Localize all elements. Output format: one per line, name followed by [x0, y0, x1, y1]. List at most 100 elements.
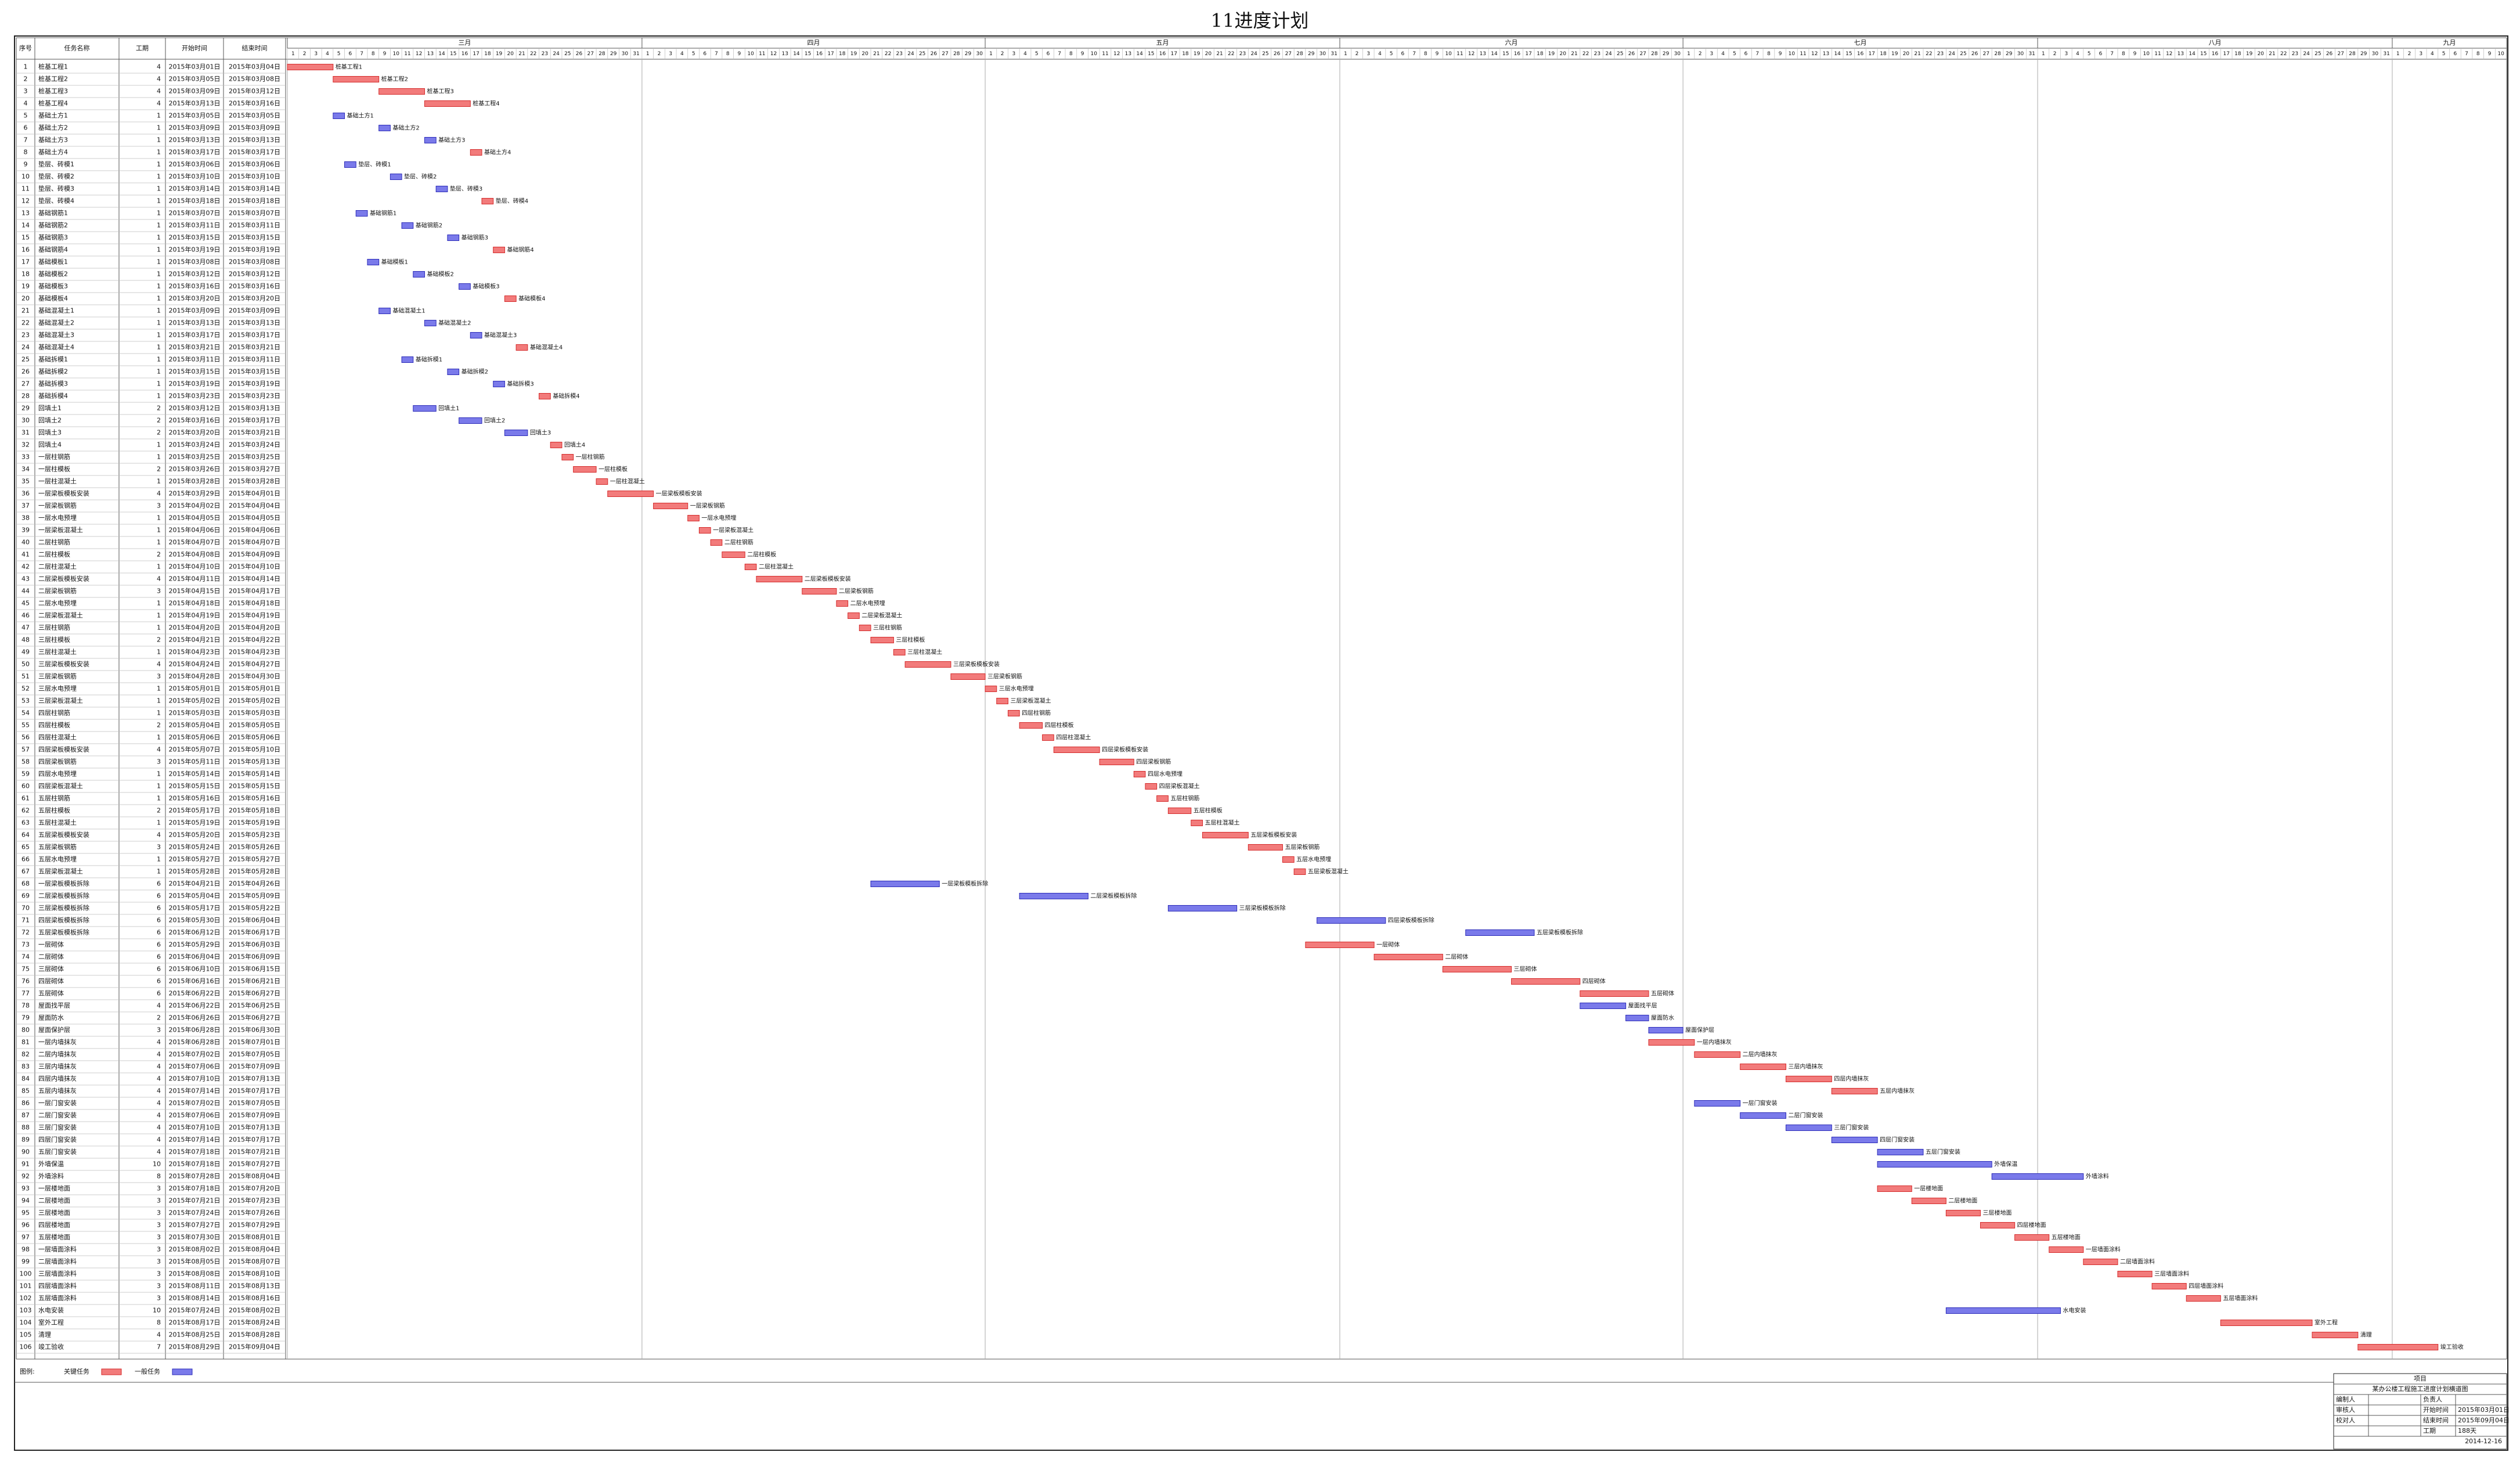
day-label: 7 [360, 51, 363, 57]
task-id: 16 [21, 246, 30, 254]
day-label: 10 [2143, 51, 2150, 57]
task-bar [2083, 1259, 2118, 1265]
task-bar [1317, 917, 1386, 924]
task-bar [447, 369, 460, 375]
bar-label: 三层柱混凝土 [907, 648, 942, 656]
task-duration: 1 [157, 856, 161, 863]
task-bar [848, 612, 860, 619]
task-duration: 3 [157, 1234, 161, 1241]
task-duration: 6 [157, 953, 161, 961]
day-label: 10 [1445, 51, 1452, 57]
task-id: 64 [21, 831, 30, 839]
day-label: 16 [1857, 51, 1864, 57]
task-id: 99 [21, 1258, 30, 1266]
task-end: 2015年05月19日 [229, 819, 280, 827]
task-duration: 2 [157, 807, 161, 815]
task-name: 基础钢筋3 [38, 233, 68, 242]
task-start: 2015年08月17日 [169, 1318, 221, 1327]
task-start: 2015年03月20日 [169, 428, 221, 437]
task-bar [1694, 1051, 1741, 1058]
task-start: 2015年03月26日 [169, 465, 221, 473]
task-end: 2015年03月11日 [229, 355, 280, 363]
task-start: 2015年03月17日 [169, 331, 221, 339]
task-name: 屋面防水 [38, 1014, 64, 1022]
bar-label: 基础混凝土2 [438, 319, 471, 327]
day-label: 23 [2292, 51, 2298, 57]
task-start: 2015年07月18日 [169, 1160, 221, 1168]
day-label: 11 [1800, 51, 1806, 57]
day-label: 7 [2465, 51, 2468, 57]
task-start: 2015年05月19日 [169, 819, 221, 827]
task-end: 2015年05月27日 [229, 855, 280, 863]
bar-label: 三层柱模板 [896, 636, 925, 644]
task-duration: 1 [157, 380, 161, 388]
task-end: 2015年04月26日 [229, 880, 280, 888]
task-start: 2015年07月24日 [169, 1209, 221, 1217]
task-id: 20 [21, 295, 30, 302]
bar-label: 四层柱模板 [1045, 722, 1074, 729]
task-name: 外墙涂料 [38, 1172, 64, 1180]
day-label: 27 [1983, 51, 1989, 57]
day-label: 29 [1663, 51, 1670, 57]
task-start: 2015年07月10日 [169, 1075, 221, 1083]
task-end: 2015年07月23日 [229, 1197, 280, 1205]
task-duration: 4 [157, 1002, 161, 1010]
day-label: 17 [827, 51, 834, 57]
task-bar [1980, 1222, 2016, 1228]
task-duration: 1 [157, 185, 161, 193]
day-label: 14 [1491, 51, 1498, 57]
task-id: 75 [21, 965, 30, 973]
task-start: 2015年04月07日 [169, 538, 221, 546]
task-end: 2015年05月15日 [229, 782, 280, 790]
task-end: 2015年06月25日 [229, 1001, 280, 1010]
day-label: 4 [1378, 51, 1382, 57]
task-end: 2015年07月05日 [229, 1099, 280, 1107]
task-bar [287, 64, 334, 70]
task-start: 2015年08月02日 [169, 1245, 221, 1253]
bar-label: 一层楼地面 [1914, 1185, 1943, 1192]
task-id: 83 [21, 1063, 30, 1071]
column-header: 序号 [19, 44, 32, 52]
task-duration: 3 [157, 1026, 161, 1034]
day-label: 22 [1926, 51, 1932, 57]
task-bar [493, 381, 505, 387]
day-label: 20 [2258, 51, 2265, 57]
bar-label: 四层砌体 [1582, 978, 1606, 985]
task-duration: 7 [157, 1343, 161, 1351]
task-bar [470, 332, 482, 338]
task-name: 三层梁板钢筋 [38, 672, 77, 680]
task-id: 49 [21, 648, 30, 656]
task-bar [744, 564, 757, 570]
day-label: 5 [2442, 51, 2446, 57]
bar-label: 清理 [2360, 1331, 2372, 1339]
task-bar [344, 161, 356, 168]
day-label: 9 [738, 51, 741, 57]
task-end: 2015年07月01日 [229, 1038, 280, 1046]
task-name: 四层砌体 [38, 977, 64, 985]
task-name: 屋面保护层 [38, 1026, 70, 1034]
task-end: 2015年08月07日 [229, 1257, 280, 1266]
task-name: 一层梁板混凝土 [38, 526, 83, 534]
task-id: 87 [21, 1112, 30, 1119]
bar-label: 垫层、砖模2 [404, 173, 437, 181]
task-name: 五层门窗安装 [38, 1148, 77, 1156]
bar-label: 回填土1 [438, 405, 459, 412]
task-start: 2015年07月24日 [169, 1306, 221, 1314]
task-duration: 1 [157, 368, 161, 376]
task-end: 2015年05月03日 [229, 709, 280, 717]
task-id: 81 [21, 1039, 30, 1046]
bar-label: 五层门窗安装 [1926, 1148, 1960, 1156]
task-name: 基础拆模3 [38, 380, 68, 388]
month-label: 九月 [2443, 39, 2456, 46]
task-end: 2015年03月21日 [229, 428, 280, 437]
task-end: 2015年05月22日 [229, 904, 280, 912]
day-label: 2 [2408, 51, 2411, 57]
task-duration: 1 [157, 307, 161, 315]
task-name: 一层柱混凝土 [38, 477, 77, 485]
bar-label: 基础拆模4 [553, 392, 579, 400]
task-id: 62 [21, 807, 30, 815]
task-id: 34 [21, 466, 30, 473]
task-duration: 10 [153, 1307, 161, 1314]
day-label: 26 [2326, 51, 2333, 57]
task-name: 基础混凝土1 [38, 307, 74, 315]
